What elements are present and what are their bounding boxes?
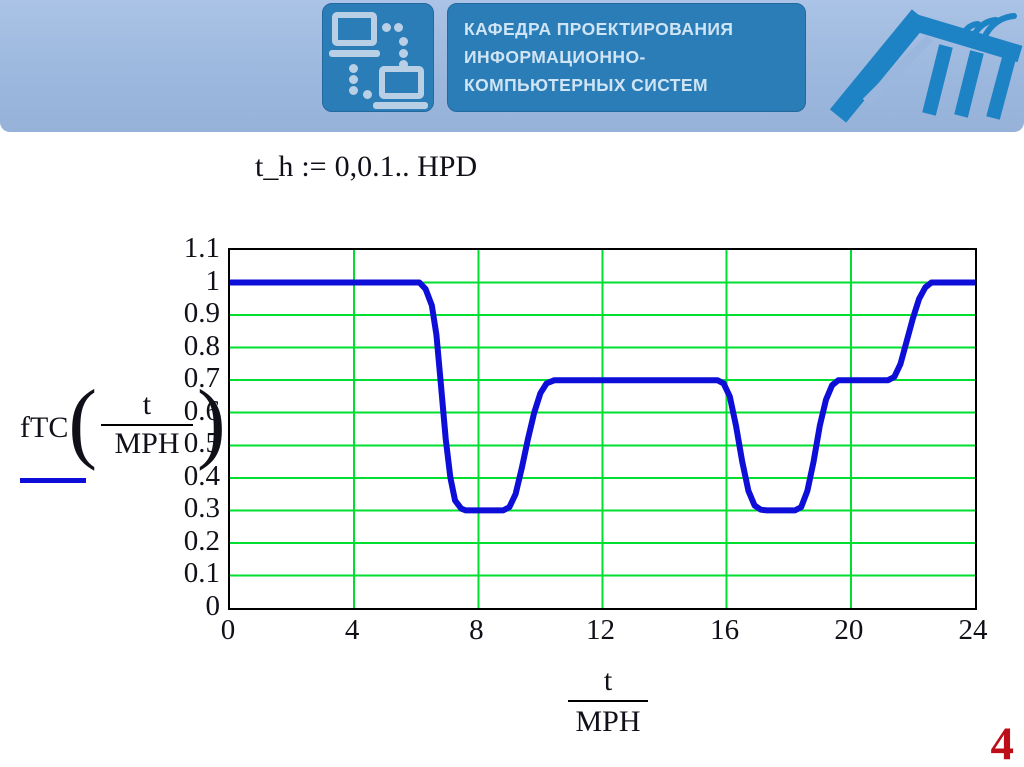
fraction-denominator: MPH: [114, 426, 180, 460]
x-tick-label: 16: [710, 614, 740, 646]
argument-fraction: t MPH: [100, 383, 193, 460]
x-tick-label: 8: [469, 614, 484, 646]
y-tick-label: 0.8: [183, 329, 220, 362]
university-logo: [820, 0, 1024, 124]
x-tick-label: 24: [958, 614, 988, 646]
x-tick-label: 20: [834, 614, 864, 646]
monitor-icon: [379, 66, 424, 99]
y-axis-label: fTC ( t MPH ): [20, 370, 226, 472]
y-tick-label: 0.4: [183, 459, 220, 492]
mathcad-expression: t_h:= 0,0.1.. HPD: [255, 150, 477, 190]
data-curve: [230, 279, 975, 514]
fraction-denominator: MPH: [575, 705, 641, 738]
monitor-icon: [332, 12, 377, 46]
y-tick-label: 0.5: [183, 427, 220, 460]
fraction-bar: [100, 423, 193, 426]
y-tick-label: 0.9: [183, 297, 220, 330]
x-tick-label: 4: [344, 614, 360, 646]
y-tick-label: 0.3: [183, 492, 220, 525]
fraction-numerator: t: [142, 387, 152, 421]
plot-area: [228, 248, 977, 610]
department-title-line1: КАФЕДРА ПРОЕКТИРОВАНИЯ: [464, 19, 734, 39]
close-paren: ): [196, 370, 226, 472]
series-legend-marker: [20, 478, 86, 483]
department-title-box: КАФЕДРА ПРОЕКТИРОВАНИЯ ИНФОРМАЦИОННО- КО…: [447, 3, 806, 112]
computers-network-icon: [322, 3, 434, 112]
header-band: КАФЕДРА ПРОЕКТИРОВАНИЯ ИНФОРМАЦИОННО- КО…: [0, 0, 1024, 132]
fraction-bar: [568, 700, 648, 702]
x-tick-label: 12: [586, 614, 615, 646]
assign-operator: :=: [301, 150, 327, 183]
expression-lhs: t_h: [255, 150, 294, 183]
x-tick-label: 0: [220, 614, 236, 646]
y-tick-label: 1: [205, 264, 221, 297]
monitor-base: [329, 50, 380, 57]
open-paren: (: [68, 370, 97, 472]
y-tick-label: 0.1: [183, 557, 220, 590]
department-title-line3: КОМПЬЮТЕРНЫХ СИСТЕМ: [464, 75, 708, 95]
department-title-line2: ИНФОРМАЦИОННО-: [464, 47, 646, 67]
y-tick-label: 0.7: [183, 362, 220, 395]
monitor-base: [373, 102, 428, 109]
x-axis-label: t MPH: [556, 664, 660, 739]
y-tick-label: 0.2: [183, 524, 220, 557]
y-tick-label: 0.6: [183, 394, 220, 427]
function-name: fTC: [20, 411, 69, 444]
fraction-numerator: t: [603, 664, 613, 697]
expression-rhs: 0,0.1.. HPD: [334, 150, 478, 183]
page-number: 4: [990, 718, 1015, 767]
plot-canvas: [230, 250, 975, 608]
y-tick-label: 0: [205, 590, 221, 622]
y-tick-label: 1.1: [183, 232, 220, 264]
